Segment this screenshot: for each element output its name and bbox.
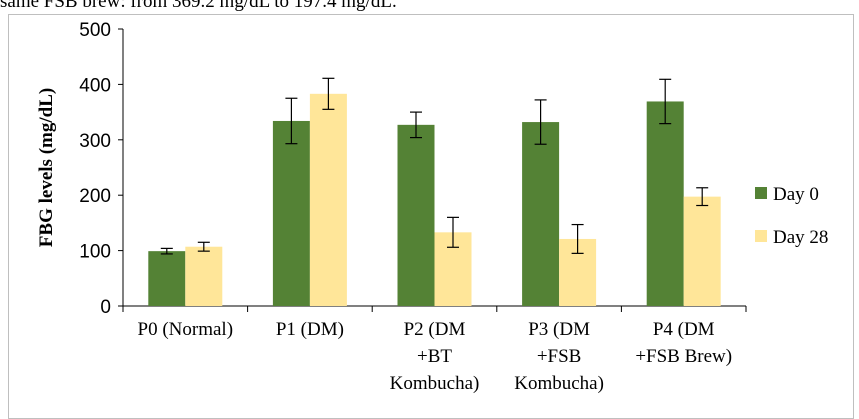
x-tick-label-line: Kombucha)	[514, 373, 604, 394]
legend-swatch	[755, 187, 767, 199]
x-tick-label: P2 (DM +BT Kombucha)	[390, 319, 480, 394]
error-bars	[160, 77, 709, 255]
x-tick-label: P4 (DM +FSB Brew)	[635, 319, 732, 367]
y-tick-label: 500	[79, 20, 111, 41]
x-tick-label-line: P1 (DM)	[276, 319, 344, 340]
y-tick-label: 0	[100, 297, 111, 318]
context-text: same FSB brew: from 369.2 mg/dL to 197.4…	[0, 0, 397, 12]
x-tick-label-line: P3 (DM	[528, 319, 590, 340]
bar	[148, 251, 186, 306]
x-tick-label: P1 (DM)	[276, 319, 344, 340]
x-tick-label-line: +BT	[417, 346, 452, 367]
legend-label: Day 0	[773, 184, 819, 205]
x-tick-label-line: P4 (DM	[653, 319, 715, 340]
x-tick-label-line: +FSB	[537, 346, 582, 367]
x-tick-label-line: P0 (Normal)	[138, 319, 234, 340]
legend-swatch	[755, 230, 767, 242]
bar	[185, 246, 223, 306]
x-tick-label-line: +FSB Brew)	[635, 346, 732, 367]
x-tick-label: P0 (Normal)	[138, 319, 234, 340]
y-tick-label: 400	[79, 75, 111, 96]
bars	[148, 93, 721, 307]
legend: Day 0 Day 28	[755, 184, 828, 248]
y-tick-labels: 0 100 200 300 400 500	[79, 20, 111, 318]
bar	[397, 124, 435, 306]
bar	[522, 122, 560, 307]
bar	[646, 101, 684, 307]
bar	[683, 196, 721, 306]
y-tick-label: 300	[79, 131, 111, 152]
x-tick-label-line: Kombucha)	[390, 373, 480, 394]
x-tick-label: P3 (DM +FSB Kombucha)	[514, 319, 604, 394]
bar	[309, 93, 347, 307]
x-tick-labels: P0 (Normal) P1 (DM) P2 (DM +BT Kombucha)P3 (…	[138, 319, 733, 394]
y-tick-label: 100	[79, 242, 111, 263]
y-tick-label: 200	[79, 186, 111, 207]
bar	[272, 120, 310, 307]
legend-label: Day 28	[773, 227, 828, 248]
x-tick-label-line: P2 (DM	[404, 319, 466, 340]
y-axis-label: FBG levels (mg/dL)	[36, 88, 57, 247]
